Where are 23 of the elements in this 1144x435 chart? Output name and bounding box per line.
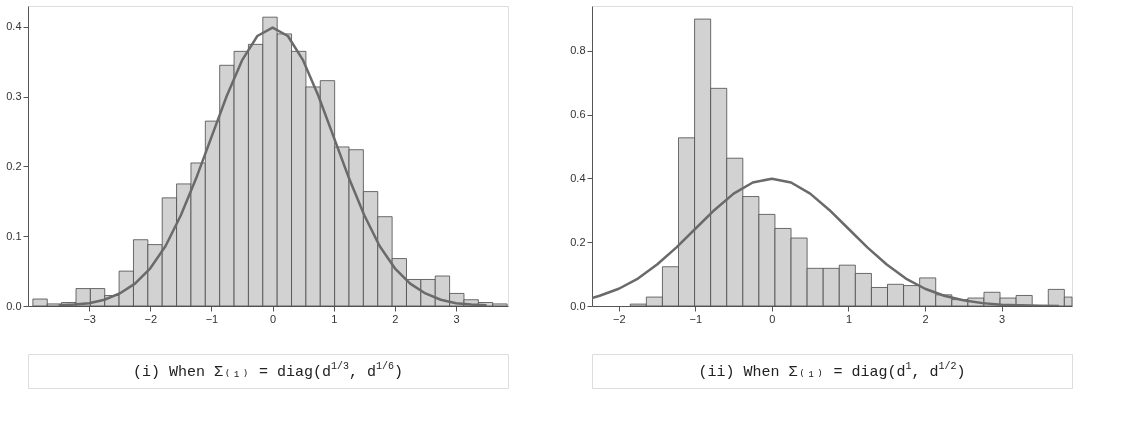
y-tick-label: 0.0 [6,299,22,312]
x-tick-label: 3 [999,312,1006,325]
y-tick-label: 0.0 [570,299,586,312]
x-tick-label: −1 [205,312,219,325]
x-tick-label: −3 [83,312,96,325]
x-tick-label: −1 [689,312,703,325]
y-tick-label: 0.2 [570,235,586,248]
y-tick-label: 0.2 [6,159,22,172]
x-tick-label: 2 [922,312,929,325]
y-tick-label: 0.3 [6,90,22,103]
x-tick-label: 1 [845,312,853,325]
x-tick-label: 2 [392,312,399,325]
x-tick-label: 0 [769,312,776,325]
x-tick-label: −2 [613,312,626,325]
y-tick-label: 0.4 [6,20,22,33]
x-tick-label: 3 [453,312,460,325]
y-tick-label: 0.4 [570,171,586,184]
y-tick-label: 0.6 [570,108,586,121]
y-tick-label: 0.8 [570,44,586,57]
y-tick-label: 0.1 [6,229,22,242]
x-tick-label: 0 [270,312,277,325]
x-tick-label: 1 [331,312,338,325]
x-tick-label: −2 [144,312,158,325]
